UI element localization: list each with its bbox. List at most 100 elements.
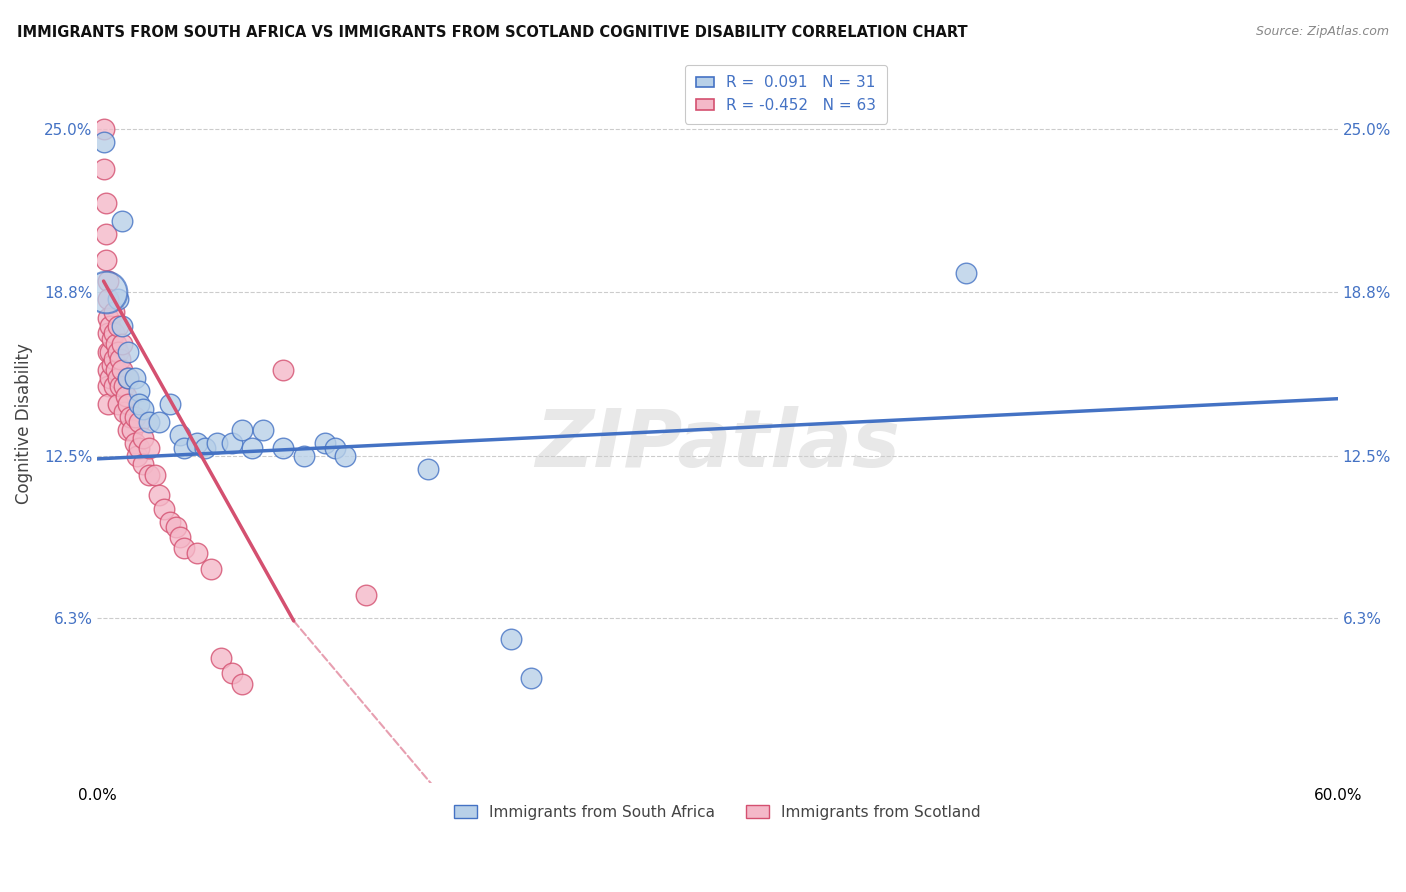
Point (128, 384, 150, 398)
Point (138, 415, 160, 429)
Point (252, 423, 274, 437)
Point (169, 428, 191, 442)
Point (112, 378, 135, 392)
Point (107, 371, 129, 385)
Point (138, 442, 160, 456)
Point (499, 632, 522, 647)
Point (98, 318, 121, 333)
Point (520, 672, 543, 686)
Point (111, 363, 134, 377)
Point (323, 442, 346, 456)
Point (209, 650, 232, 665)
Point (103, 305, 125, 319)
Point (242, 442, 264, 456)
Point (98, 344, 121, 359)
Point (107, 318, 129, 333)
Point (221, 436, 243, 450)
Point (148, 488, 170, 502)
Point (101, 358, 124, 372)
Point (111, 336, 134, 351)
Point (97, 378, 120, 392)
Point (94, 285, 117, 299)
Point (165, 520, 187, 534)
Point (103, 352, 125, 367)
Point (111, 214, 134, 228)
Point (94, 195, 117, 210)
Point (120, 410, 142, 425)
Legend: Immigrants from South Africa, Immigrants from Scotland: Immigrants from South Africa, Immigrants… (449, 798, 987, 826)
Text: ZIPatlas: ZIPatlas (536, 406, 900, 484)
Point (93, 136, 115, 150)
Y-axis label: Cognitive Disability: Cognitive Disability (15, 343, 32, 504)
Point (231, 676, 253, 690)
Point (112, 405, 135, 419)
Point (292, 449, 315, 463)
Point (117, 344, 139, 359)
Point (273, 442, 295, 456)
Point (107, 293, 129, 307)
Point (103, 378, 125, 392)
Point (207, 436, 229, 450)
Point (97, 344, 120, 359)
Point (186, 436, 208, 450)
Point (97, 293, 120, 307)
Point (115, 389, 138, 403)
Point (108, 378, 131, 392)
Point (121, 423, 143, 437)
Point (132, 402, 155, 417)
Point (221, 666, 243, 681)
Point (94, 253, 117, 268)
Point (955, 266, 977, 280)
Point (97, 310, 120, 325)
Point (159, 397, 181, 411)
Point (101, 332, 124, 346)
Point (169, 530, 191, 544)
Point (132, 457, 155, 471)
Point (117, 423, 139, 437)
Point (128, 442, 150, 456)
Point (200, 562, 222, 576)
Point (173, 541, 195, 555)
Point (93, 122, 115, 136)
Point (124, 371, 146, 385)
Point (194, 442, 217, 456)
Point (231, 423, 253, 437)
Point (124, 436, 146, 450)
Point (173, 442, 195, 456)
Point (97, 326, 120, 341)
Point (97, 397, 120, 411)
Point (273, 363, 295, 377)
Text: Source: ZipAtlas.com: Source: ZipAtlas.com (1256, 25, 1389, 38)
Point (138, 467, 160, 482)
Point (97, 363, 120, 377)
Point (103, 326, 125, 341)
Point (128, 415, 150, 429)
Point (124, 410, 146, 425)
Point (94, 227, 117, 241)
Point (111, 318, 134, 333)
Point (107, 344, 129, 359)
Point (335, 449, 357, 463)
Point (107, 397, 129, 411)
Point (117, 397, 139, 411)
Point (354, 588, 377, 602)
Point (416, 462, 439, 476)
Point (104, 336, 127, 351)
Point (148, 415, 170, 429)
Point (117, 371, 139, 385)
Point (143, 467, 166, 482)
Point (104, 363, 127, 377)
Point (93, 161, 115, 176)
Point (128, 397, 150, 411)
Point (152, 501, 174, 516)
Point (314, 436, 336, 450)
Point (117, 371, 139, 385)
Point (125, 449, 148, 463)
Point (98, 371, 121, 385)
Point (159, 515, 181, 529)
Point (132, 431, 155, 445)
Text: IMMIGRANTS FROM SOUTH AFRICA VS IMMIGRANTS FROM SCOTLAND COGNITIVE DISABILITY CO: IMMIGRANTS FROM SOUTH AFRICA VS IMMIGRAN… (17, 25, 967, 40)
Point (97, 274, 120, 288)
Point (108, 352, 131, 367)
Point (186, 546, 208, 560)
